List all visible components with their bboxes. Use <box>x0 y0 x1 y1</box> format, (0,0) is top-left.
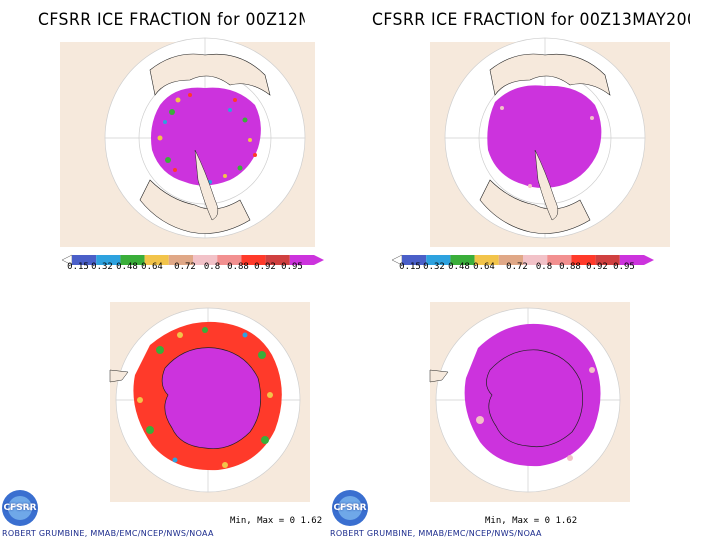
right-panel-title: CFSRR ICE FRACTION for 00Z13MAY2009 <box>372 10 690 30</box>
right-tick: 0.15 <box>399 262 421 272</box>
left-min-max: Min, Max = 0 1.62 <box>230 516 323 526</box>
colorbar-segment <box>144 255 169 265</box>
right-maps <box>429 37 670 502</box>
right-colorbar <box>392 254 654 266</box>
right-tick: 0.95 <box>613 262 635 272</box>
colorbar-segment <box>402 255 427 265</box>
right-tick: 0.92 <box>586 262 608 272</box>
right-tick: 0.48 <box>448 262 470 272</box>
right-tick: 0.64 <box>473 262 495 272</box>
left-credit: ROBERT GRUMBINE, MMAB/EMC/NCEP/NWS/NOAA <box>2 529 214 538</box>
colorbar-segment <box>96 255 121 265</box>
left-tick: 0.72 <box>174 262 196 272</box>
colorbar-segment <box>193 255 218 265</box>
left-tick: 0.92 <box>254 262 276 272</box>
colorbar-segment <box>474 255 499 265</box>
left-tick: 0.15 <box>67 262 89 272</box>
right-min-max: Min, Max = 0 1.62 <box>485 516 578 526</box>
right-tick: 0.8 <box>535 262 553 272</box>
colorbar-segment <box>595 255 620 265</box>
colorbar-segment <box>168 255 193 265</box>
right-antarctica <box>486 349 583 448</box>
left-tick: 0.95 <box>281 262 303 272</box>
left-tick: 0.88 <box>227 262 249 272</box>
left-antarctica <box>161 347 261 449</box>
colorbar-segment <box>498 255 523 265</box>
right-panel: CFSRR ICE FRACTION for 00Z13MAY2009 <box>330 0 690 540</box>
left-arctic-map <box>60 37 315 247</box>
colorbar-segment <box>426 255 451 265</box>
left-panel-title: CFSRR ICE FRACTION for 00Z12MAY2 <box>38 10 305 30</box>
right-arctic-ice <box>487 85 602 188</box>
left-tick: 0.32 <box>91 262 113 272</box>
right-arctic-map <box>430 37 670 247</box>
right-tick: 0.32 <box>423 262 445 272</box>
right-tick: 0.72 <box>506 262 528 272</box>
colorbar-segment <box>217 255 242 265</box>
colorbar-segment <box>523 255 548 265</box>
colorbar-segment <box>120 255 145 265</box>
colorbar-segment <box>547 255 572 265</box>
colorbar-segment <box>241 255 266 265</box>
cfsrr-logo: CFSRR <box>330 488 370 528</box>
right-antarctic-map <box>429 302 630 502</box>
right-tick: 0.88 <box>559 262 581 272</box>
left-panel: CFSRR ICE FRACTION for 00Z12MAY2 <box>0 10 324 538</box>
colorbar-segment <box>72 255 97 265</box>
colorbar-segment <box>571 255 596 265</box>
colorbar-segment <box>450 255 475 265</box>
left-tick: 0.8 <box>203 262 221 272</box>
colorbar-segment <box>289 255 314 265</box>
colorbar-segment <box>619 255 644 265</box>
colorbar-over-arrow <box>314 255 324 265</box>
left-antarctic-map <box>109 302 310 502</box>
colorbar-over-arrow <box>644 255 654 265</box>
left-colorbar <box>62 254 324 266</box>
cfsrr-logo: CFSRR <box>0 488 40 528</box>
left-arctic-ice <box>151 87 261 186</box>
left-tick: 0.48 <box>116 262 138 272</box>
left-tick: 0.64 <box>141 262 163 272</box>
left-maps <box>60 37 315 502</box>
right-credit: ROBERT GRUMBINE, MMAB/EMC/NCEP/NWS/NOAA <box>330 529 542 538</box>
colorbar-segment <box>265 255 290 265</box>
